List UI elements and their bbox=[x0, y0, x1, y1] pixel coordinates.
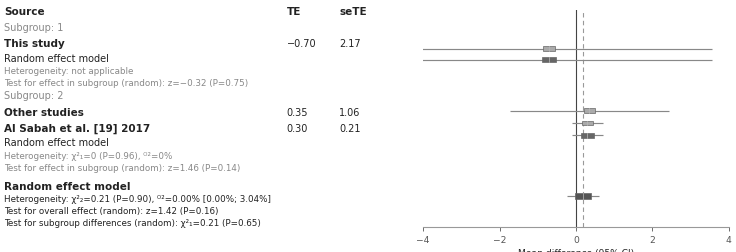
Text: Test for overall effect (random): z=1.42 (P=0.16): Test for overall effect (random): z=1.42… bbox=[4, 207, 219, 216]
FancyBboxPatch shape bbox=[543, 46, 555, 51]
Text: Random effect model: Random effect model bbox=[4, 182, 131, 192]
Text: 0.35: 0.35 bbox=[287, 108, 308, 117]
Text: Subgroup: 2: Subgroup: 2 bbox=[4, 91, 64, 101]
Text: 0.30: 0.30 bbox=[287, 124, 308, 134]
Text: −0.70: −0.70 bbox=[287, 39, 316, 49]
FancyBboxPatch shape bbox=[584, 108, 595, 113]
Text: Random effect model: Random effect model bbox=[4, 53, 109, 64]
Text: Test for subgroup differences (random): χ²₁=0.21 (P=0.65): Test for subgroup differences (random): … bbox=[4, 219, 261, 228]
Text: Heterogeneity: χ²₂=0.21 (P=0.90), ᴼ²=0.00% [0.00%; 3.04%]: Heterogeneity: χ²₂=0.21 (P=0.90), ᴼ²=0.0… bbox=[4, 195, 272, 204]
FancyBboxPatch shape bbox=[581, 133, 594, 138]
Text: Random effect model: Random effect model bbox=[4, 138, 109, 148]
Text: Al Sabah et al. [19] 2017: Al Sabah et al. [19] 2017 bbox=[4, 123, 151, 134]
FancyBboxPatch shape bbox=[575, 193, 591, 199]
Text: This study: This study bbox=[4, 39, 65, 49]
X-axis label: Mean difference (95% CI): Mean difference (95% CI) bbox=[518, 249, 634, 252]
Text: Other studies: Other studies bbox=[4, 108, 84, 117]
Text: Source: Source bbox=[4, 7, 45, 17]
Text: Heterogeneity: χ²₁=0 (P=0.96), ᴼ²=0%: Heterogeneity: χ²₁=0 (P=0.96), ᴼ²=0% bbox=[4, 152, 173, 161]
FancyBboxPatch shape bbox=[542, 57, 556, 62]
Text: 1.06: 1.06 bbox=[339, 108, 361, 117]
Text: Heterogeneity: not applicable: Heterogeneity: not applicable bbox=[4, 67, 134, 76]
Text: 2.17: 2.17 bbox=[339, 39, 361, 49]
Text: Test for effect in subgroup (random): z=−0.32 (P=0.75): Test for effect in subgroup (random): z=… bbox=[4, 79, 249, 88]
FancyBboxPatch shape bbox=[581, 121, 593, 125]
Text: 0.21: 0.21 bbox=[339, 124, 361, 134]
Text: Subgroup: 1: Subgroup: 1 bbox=[4, 23, 64, 33]
Text: seTE: seTE bbox=[339, 7, 367, 17]
Text: TE: TE bbox=[287, 7, 301, 17]
Text: Test for effect in subgroup (random): z=1.46 (P=0.14): Test for effect in subgroup (random): z=… bbox=[4, 164, 241, 173]
